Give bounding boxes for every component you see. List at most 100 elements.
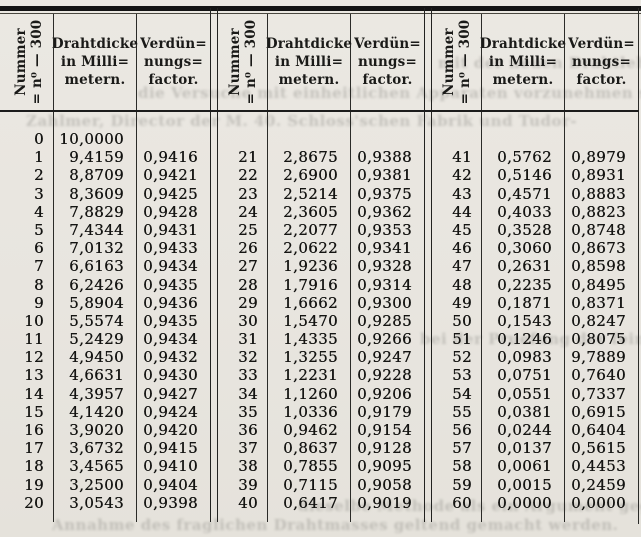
factor-cell: 0,8495: [571, 275, 626, 294]
table-row: 46 0,3060 0,8673: [432, 239, 638, 258]
table-row: 49 0,1871 0,8371: [432, 293, 638, 312]
nummer-cell: [218, 110, 268, 130]
nummer-cell: 27: [218, 257, 268, 276]
wire-gauge-table: Nummer = n⁰ — 300 Drahtdicke in Milli= m…: [0, 6, 641, 524]
header-line: factor.: [576, 72, 627, 88]
table-row: 37 0,8637 0,9128: [218, 439, 424, 458]
drahtdicke-cell: 0,0244: [482, 421, 565, 440]
header-line: Nummer: [12, 28, 29, 96]
column-header-drahtdicke: Drahtdicke in Milli= metern.: [265, 14, 353, 110]
drahtdicke-cell: 1,9236: [268, 257, 351, 276]
top-double-rule: [0, 6, 641, 11]
factor-cell: 0,9247: [357, 348, 412, 367]
nummer-cell: 25: [218, 220, 268, 240]
factor-cell: 0,9362: [357, 202, 412, 221]
header-line: in Milli=: [488, 54, 558, 70]
table-row: 54 0,0551 0,7337: [432, 384, 638, 403]
factor-cell: 0,9410: [143, 457, 198, 476]
header-line: factor.: [362, 72, 413, 88]
factor-cell: 0,9435: [143, 275, 198, 294]
group-body: 21 2,8675 0,9388 22 2,6900 0,9381 23 2,5214 0,93…: [218, 110, 424, 522]
drahtdicke-cell: 2,0622: [268, 239, 351, 258]
factor-cell: 0,9328: [357, 257, 412, 276]
factor-cell: [351, 110, 424, 130]
table-row: 31 1,4335 0,9266: [218, 330, 424, 349]
nummer-cell: 3: [4, 184, 54, 203]
drahtdicke-cell: 0,3060: [482, 239, 565, 258]
rotated-header-text: Nummer = n⁰ — 300: [441, 20, 473, 105]
drahtdicke-cell: 0,5146: [482, 166, 565, 185]
drahtdicke-cell: [268, 511, 351, 522]
factor-cell: 0,9398: [143, 493, 198, 512]
table-row: 1 9,4159 0,9416: [4, 148, 210, 167]
table-row: 28 1,7916 0,9314: [218, 275, 424, 294]
table-row: 5 7,4344 0,9431: [4, 220, 210, 240]
drahtdicke-cell: 2,2077: [268, 220, 351, 240]
column-header-nummer: Nummer = n⁰ — 300: [4, 14, 54, 110]
nummer-cell: 2: [4, 166, 54, 185]
table-row: 21 2,8675 0,9388: [218, 148, 424, 167]
nummer-cell: 21: [218, 148, 268, 167]
drahtdicke-cell: 0,3528: [482, 220, 565, 240]
group-header: Nummer = n⁰ — 300 Drahtdicke in Milli= m…: [218, 14, 424, 110]
drahtdicke-cell: 2,6900: [268, 166, 351, 185]
nummer-cell: 48: [432, 275, 482, 294]
nummer-cell: 16: [4, 421, 54, 440]
header-line: Drahtdicke: [479, 36, 567, 52]
nummer-cell: 50: [432, 311, 482, 331]
table-row: 26 2,0622 0,9341: [218, 239, 424, 258]
factor-cell: 0,9128: [357, 439, 412, 458]
table-row: 38 0,7855 0,9095: [218, 457, 424, 476]
column-header-verduennungsfactor: Verdün= nungs= factor.: [137, 14, 210, 110]
nummer-cell: 23: [218, 184, 268, 203]
table-row: 47 0,2631 0,8598: [432, 257, 638, 276]
nummer-cell: 51: [432, 330, 482, 349]
table-row: [432, 130, 638, 149]
factor-cell: 0,9430: [143, 366, 198, 385]
drahtdicke-cell: 0,0381: [482, 402, 565, 421]
drahtdicke-cell: 6,2426: [54, 275, 137, 294]
table-group-1: Nummer = n⁰ — 300 Drahtdicke in Milli= m…: [4, 14, 210, 522]
factor-cell: 0,9019: [357, 493, 412, 512]
table-row: 36 0,9462 0,9154: [218, 421, 424, 440]
drahtdicke-cell: 3,9020: [54, 421, 137, 440]
header-line: Drahtdicke: [265, 36, 353, 52]
table-row: 25 2,2077 0,9353: [218, 220, 424, 240]
nummer-cell: [218, 511, 268, 522]
nummer-cell: 57: [432, 439, 482, 458]
bleed-through-text: dieselbe Methode als ein Argument gegen …: [298, 497, 641, 515]
factor-cell: 0,9206: [357, 384, 412, 403]
factor-cell: [565, 110, 638, 130]
nummer-cell: 60: [432, 493, 482, 512]
factor-cell: 0,9341: [357, 239, 412, 258]
drahtdicke-cell: 0,8637: [268, 439, 351, 458]
nummer-cell: 10: [4, 311, 54, 331]
table-row: 0 10,0000: [4, 130, 210, 149]
drahtdicke-cell: 0,2235: [482, 275, 565, 294]
factor-cell: 0,0000: [571, 493, 626, 512]
table-row: 35 1,0336 0,9179: [218, 402, 424, 421]
nummer-cell: 35: [218, 402, 268, 421]
group-body: 0 10,0000 1 9,4159 0,9416 2 8,8709 0,9421 3 8,360…: [4, 110, 210, 522]
nummer-cell: 20: [4, 493, 54, 512]
drahtdicke-cell: 4,1420: [54, 402, 137, 421]
factor-cell: 0,9428: [143, 202, 198, 221]
drahtdicke-cell: 0,0137: [482, 439, 565, 458]
factor-cell: [565, 512, 638, 522]
nummer-cell: 49: [432, 293, 482, 312]
group-separator-rule: [424, 8, 432, 522]
nummer-cell: 37: [218, 439, 268, 458]
nummer-cell: [432, 130, 482, 149]
rotated-header-text: Nummer = n⁰ — 300: [227, 20, 259, 105]
header-line: Nummer: [440, 28, 457, 96]
table-row: 59 0,0015 0,2459: [432, 475, 638, 494]
drahtdicke-cell: 4,9450: [54, 348, 137, 367]
drahtdicke-cell: 6,6163: [54, 257, 137, 276]
nummer-cell: 34: [218, 384, 268, 403]
drahtdicke-cell: 1,3255: [268, 348, 351, 367]
column-header-verduennungsfactor: Verdün= nungs= factor.: [565, 14, 638, 110]
nummer-cell: 6: [4, 239, 54, 258]
factor-cell: 0,9424: [143, 402, 198, 421]
table-row: 15 4,1420 0,9424: [4, 402, 210, 421]
